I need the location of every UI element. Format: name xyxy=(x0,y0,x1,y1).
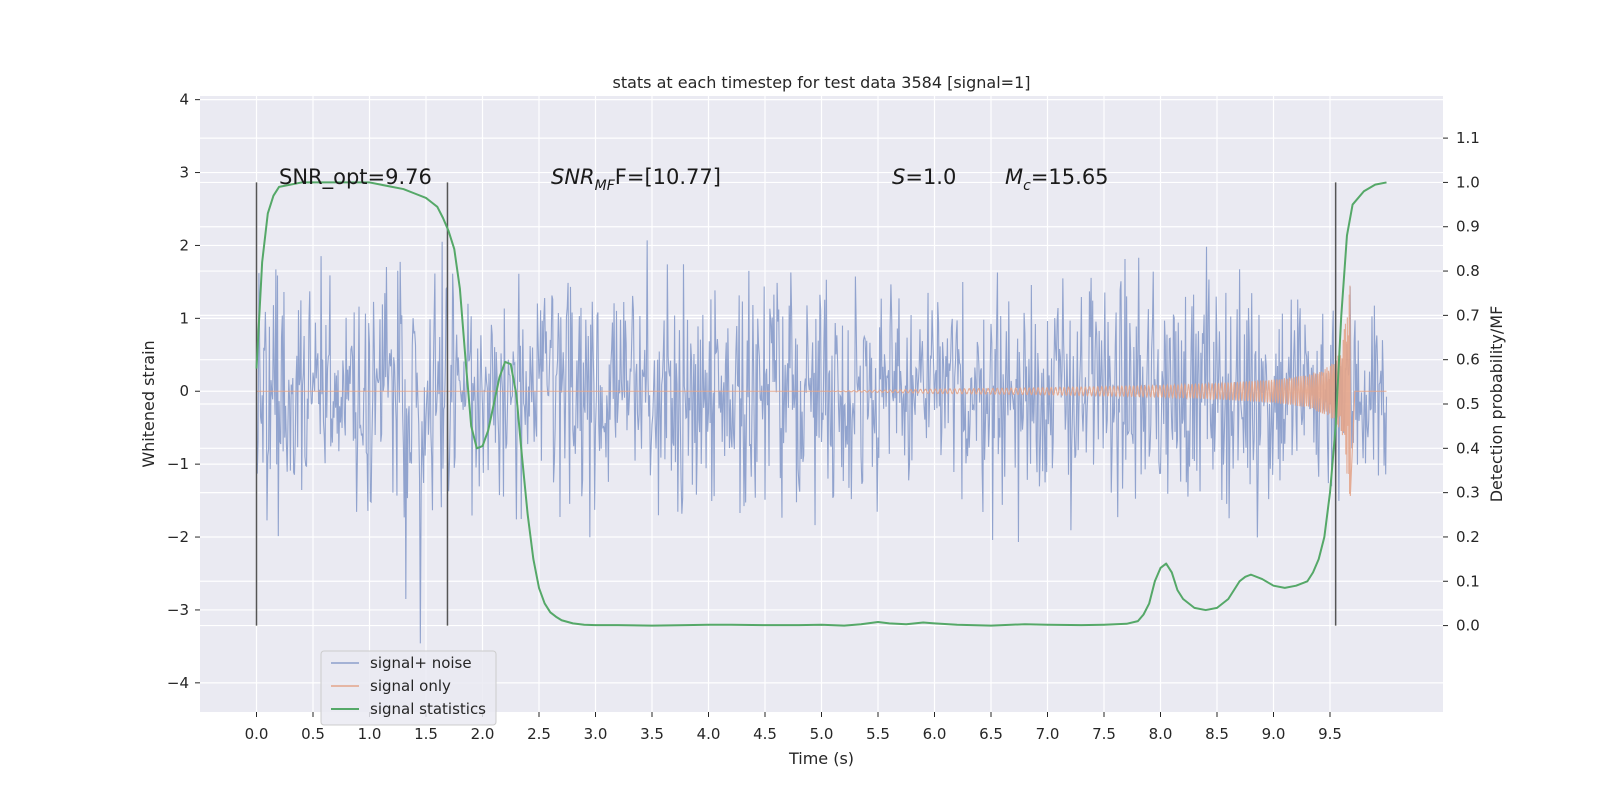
y-right-tick-label-1: 1.0 xyxy=(1456,173,1480,191)
x-axis-ticks: 0.0 0.5 1.0 1.5 2.0 2.5 3.0 3.5 4.0 4.5 5.0 5.5 6.0 6… xyxy=(245,712,1342,743)
annotation-snr-mf: SNRMFF=[10.77] xyxy=(551,165,721,194)
grid xyxy=(200,96,1443,712)
annotation-s-prefix: S xyxy=(892,165,905,189)
y-right-tick-label-7: 0.4 xyxy=(1456,439,1480,457)
legend-label-signal-statistics: signal statistics xyxy=(370,700,486,718)
x-tick-label-2: 1.0 xyxy=(358,725,382,743)
x-tick-label-6: 3.0 xyxy=(584,725,608,743)
annotation-mc: Mc=15.65 xyxy=(1005,165,1109,194)
x-tick-label-7: 3.5 xyxy=(640,725,664,743)
y-right-tick-label-10: 0.1 xyxy=(1456,572,1480,590)
series-signal-plus-noise xyxy=(255,240,1388,644)
x-tick-label-19: 9.5 xyxy=(1318,725,1342,743)
x-tick-label-8: 4.0 xyxy=(697,725,721,743)
y-left-tick-label-5: −1 xyxy=(167,455,189,473)
x-tick-label-5: 2.5 xyxy=(527,725,551,743)
x-tick-label-4: 2.0 xyxy=(471,725,495,743)
legend-label-signal-plus-noise: signal+ noise xyxy=(370,654,472,672)
y-left-tick-label-2: 2 xyxy=(179,236,189,254)
y-left-tick-label-1: 3 xyxy=(179,164,189,182)
y-right-tick-label-0: 1.1 xyxy=(1456,129,1480,147)
y-left-tick-label-8: −4 xyxy=(167,674,189,692)
x-tick-label-9: 4.5 xyxy=(753,725,777,743)
x-tick-label-16: 8.0 xyxy=(1149,725,1173,743)
y-right-tick-label-9: 0.2 xyxy=(1456,528,1480,546)
x-tick-label-14: 7.0 xyxy=(1036,725,1060,743)
x-tick-label-18: 9.0 xyxy=(1262,725,1286,743)
y-right-tick-label-5: 0.6 xyxy=(1456,351,1480,369)
x-tick-label-13: 6.5 xyxy=(979,725,1003,743)
y-left-tick-label-6: −2 xyxy=(167,528,189,546)
y-left-axis-label: Whitened strain xyxy=(139,340,158,467)
y-left-tick-label-3: 1 xyxy=(179,309,189,327)
annotation-snr-opt: SNR_opt=9.76 xyxy=(279,165,432,190)
vertical-markers xyxy=(255,182,1337,626)
y-right-tick-label-8: 0.3 xyxy=(1456,484,1480,502)
annotation-snr-mf-sub: MF xyxy=(595,178,616,194)
x-tick-label-3: 1.5 xyxy=(414,725,438,743)
legend: signal+ noise signal only signal statist… xyxy=(320,650,497,726)
y-right-tick-label-6: 0.5 xyxy=(1456,395,1480,413)
x-axis-label: Time (s) xyxy=(788,749,854,768)
annotation-mc-prefix: M xyxy=(1005,165,1023,189)
x-tick-label-10: 5.0 xyxy=(810,725,834,743)
signal-plus-noise-line xyxy=(255,240,1388,644)
series-signal-statistics xyxy=(255,181,1387,627)
y-right-tick-label-2: 0.9 xyxy=(1456,218,1480,236)
x-tick-label-0: 0.0 xyxy=(245,725,269,743)
y-right-axis-label: Detection probability/MF xyxy=(1487,306,1506,503)
y-right-tick-label-4: 0.7 xyxy=(1456,306,1480,324)
signal-only-line xyxy=(256,285,1387,496)
y-left-tick-label-7: −3 xyxy=(167,601,189,619)
x-tick-label-17: 8.5 xyxy=(1205,725,1229,743)
signal-statistics-line xyxy=(255,181,1387,627)
x-tick-label-12: 6.0 xyxy=(923,725,947,743)
annotation-s-suffix: =1.0 xyxy=(905,165,956,189)
chart-title: stats at each timestep for test data 358… xyxy=(612,73,1030,92)
annotation-snr-mf-prefix: SNR xyxy=(551,165,595,189)
x-tick-label-15: 7.5 xyxy=(1092,725,1116,743)
legend-box xyxy=(320,650,497,726)
series-signal-only xyxy=(256,285,1387,496)
y-left-axis-ticks: 4 3 2 1 0 −1 −2 −3 −4 xyxy=(167,91,200,692)
y-right-tick-label-3: 0.8 xyxy=(1456,262,1480,280)
annotation-mc-suffix: =15.65 xyxy=(1031,165,1109,189)
y-left-tick-label-4: 0 xyxy=(179,382,189,400)
x-tick-label-1: 0.5 xyxy=(301,725,325,743)
annotation-mc-sub: c xyxy=(1023,178,1031,194)
x-tick-label-11: 5.5 xyxy=(866,725,890,743)
y-left-tick-label-0: 4 xyxy=(179,91,189,109)
legend-label-signal-only: signal only xyxy=(370,677,451,695)
annotation-s: S=1.0 xyxy=(892,165,956,189)
annotation-snr-mf-suffix: F=[10.77] xyxy=(615,165,721,189)
y-right-tick-label-11: 0.0 xyxy=(1456,617,1480,635)
y-right-axis-ticks: 1.1 1.0 0.9 0.8 0.7 0.6 0.5 0.4 0.3 0.2 0.1 0.0 xyxy=(1443,129,1480,635)
